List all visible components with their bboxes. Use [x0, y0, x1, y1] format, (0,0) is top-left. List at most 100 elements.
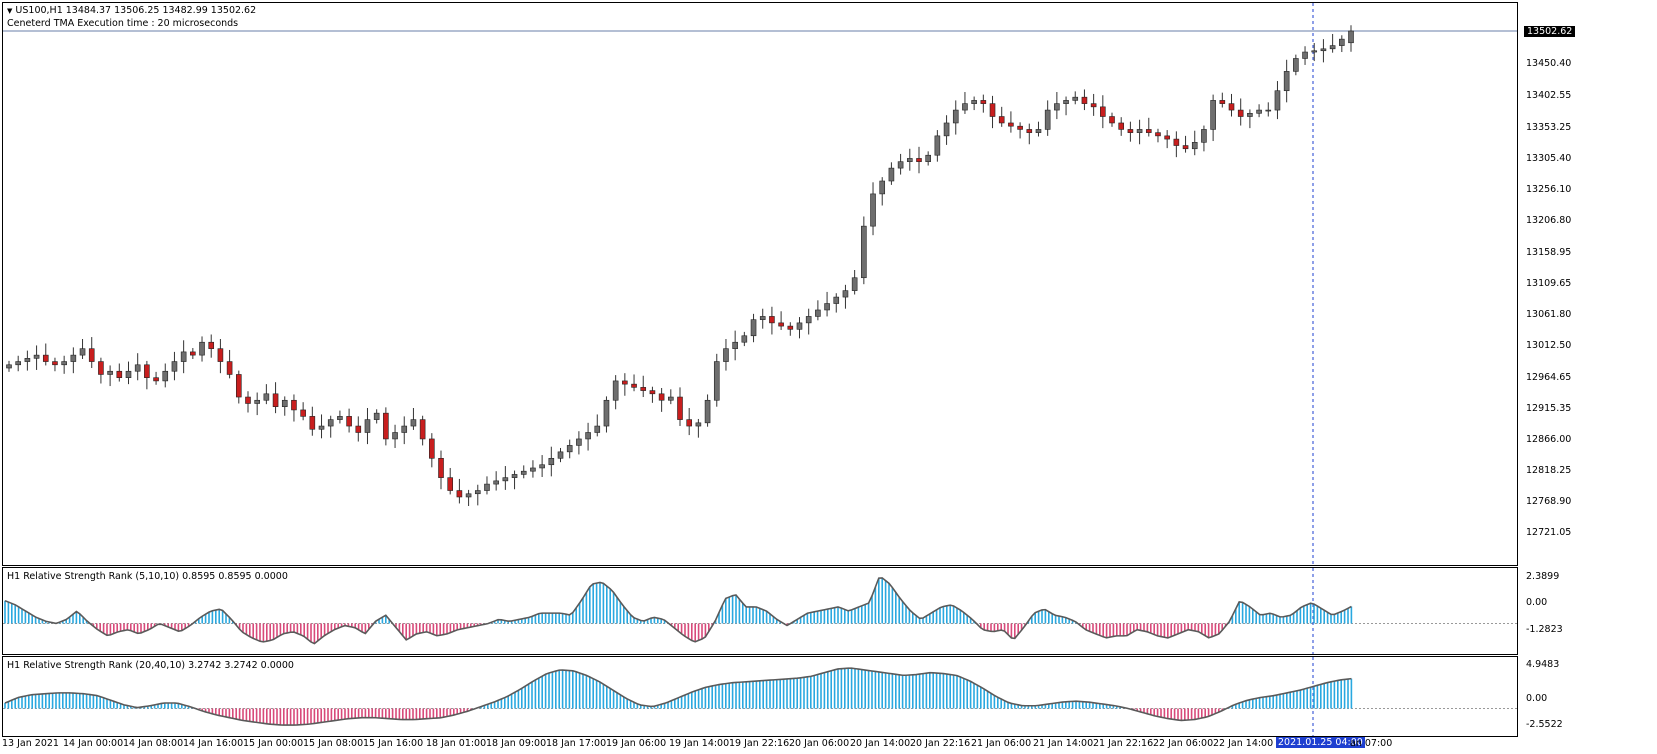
candle-body [272, 393, 279, 408]
candle-body [15, 361, 21, 366]
time-tick: 14 Jan 00:00 [63, 738, 124, 749]
candle-body [1081, 96, 1088, 104]
candle-body [1063, 100, 1069, 104]
candle-body [1320, 48, 1327, 52]
candle-body [934, 135, 941, 156]
candle-body [520, 470, 527, 475]
indicator-info-text: Ceneterd TMA Execution time : 20 microse… [7, 18, 239, 29]
time-tick: 19 Jan 06:00 [606, 738, 667, 749]
price-axis[interactable]: 13502.62 13450.40 13402.55 13353.25 1330… [1520, 0, 1657, 754]
candle-body [750, 319, 757, 337]
candle-body [658, 393, 665, 401]
indicator-canvas-2[interactable] [3, 657, 1517, 736]
time-tick: 22 Jan 06:00 [1153, 738, 1214, 749]
candle-body [70, 354, 77, 362]
time-tick: 14 Jan 16:00 [183, 738, 244, 749]
candle-body [1256, 109, 1262, 114]
candle-body [1237, 109, 1244, 117]
candle-body [1044, 109, 1051, 130]
candle-body [732, 341, 738, 349]
indicator-pane-rsr-5-10-10[interactable]: H1 Relative Strength Rank (5,10,10) 0.85… [2, 567, 1518, 655]
time-tick: 20 Jan 06:00 [789, 738, 850, 749]
candle-body [254, 399, 260, 404]
candle-body [355, 425, 362, 433]
candle-body [1008, 122, 1014, 127]
candle-body [897, 161, 904, 169]
candle-body [88, 348, 95, 362]
candle-body [842, 290, 849, 298]
ind1-axis-min: -1.2823 [1526, 624, 1563, 635]
candle-body [815, 309, 821, 317]
candle-body [769, 316, 775, 324]
ind1-axis-zero: 0.00 [1526, 597, 1548, 608]
candle-body [1145, 129, 1152, 133]
candle-body [199, 341, 205, 356]
candle-body [1072, 96, 1079, 101]
candle-body [1348, 30, 1354, 44]
price-tick: 13353.25 [1526, 122, 1572, 133]
candle-body [79, 348, 86, 356]
candle-body [474, 490, 481, 495]
candle-body [144, 364, 150, 378]
candle-body [530, 467, 536, 472]
candle-body [116, 370, 123, 378]
rsr-5-10-10-line [4, 577, 1352, 645]
time-tick: 21 Jan 22:16 [1093, 738, 1154, 749]
candle-body [291, 399, 297, 411]
candle-body [309, 416, 316, 430]
price-tick: 12866.00 [1526, 434, 1572, 445]
candle-body [1274, 90, 1281, 111]
crosshair-time-badge: 2021.01.25 04:00 [1276, 737, 1365, 748]
candle-body [61, 361, 67, 366]
candle-body [989, 103, 996, 117]
candle-body [465, 493, 472, 498]
candle-body [741, 335, 748, 343]
candle-body [971, 100, 977, 104]
candle-body [952, 109, 959, 124]
indicator-pane-rsr-20-40-10[interactable]: H1 Relative Strength Rank (20,40,10) 3.2… [2, 656, 1518, 737]
candle-body [245, 396, 251, 404]
candle-body [1136, 129, 1143, 133]
candle-body [33, 354, 40, 359]
price-tick: 13450.40 [1526, 58, 1572, 69]
time-tick: 14 Jan 08:00 [123, 738, 184, 749]
candle-body [373, 412, 380, 420]
candle-body [1100, 106, 1106, 117]
time-tick: 15 Jan 08:00 [303, 738, 364, 749]
candle-body [704, 399, 711, 424]
candle-body [226, 361, 233, 375]
candle-body [438, 457, 444, 478]
candle-body [281, 399, 288, 408]
price-chart-canvas[interactable] [3, 3, 1517, 565]
ind2-axis-zero: 0.00 [1526, 693, 1548, 704]
time-tick: 18 Jan 17:00 [546, 738, 607, 749]
candle-body [1035, 129, 1042, 133]
candle-body [180, 351, 187, 362]
candle-body [962, 103, 968, 111]
candle-body [833, 296, 840, 304]
candle-body [906, 158, 913, 162]
candle-body [1293, 58, 1299, 72]
candle-body [612, 380, 619, 401]
candle-body [943, 122, 950, 137]
time-tick: an 07:00 [1350, 738, 1393, 749]
candle-body [364, 419, 371, 433]
price-chart-pane[interactable]: ▼ US100,H1 13484.37 13506.25 13482.99 13… [2, 2, 1518, 566]
candle-body [1191, 142, 1198, 150]
candle-body [787, 325, 794, 330]
candle-body [383, 412, 389, 440]
candle-body [493, 480, 499, 485]
candle-body [107, 370, 113, 375]
candle-body [916, 158, 922, 162]
candle-body [1127, 129, 1134, 133]
indicator-canvas-1[interactable] [3, 568, 1517, 654]
indicator2-title: H1 Relative Strength Rank (20,40,10) 3.2… [7, 660, 294, 671]
candle-body [861, 225, 867, 279]
time-tick: 13 Jan 2021 [2, 738, 59, 749]
triangle-down-icon[interactable]: ▼ [7, 7, 13, 15]
candle-body [1118, 122, 1125, 130]
candle-body [631, 383, 637, 388]
candle-body [1109, 116, 1115, 124]
time-tick: 20 Jan 22:16 [910, 738, 971, 749]
candle-body [980, 100, 987, 104]
